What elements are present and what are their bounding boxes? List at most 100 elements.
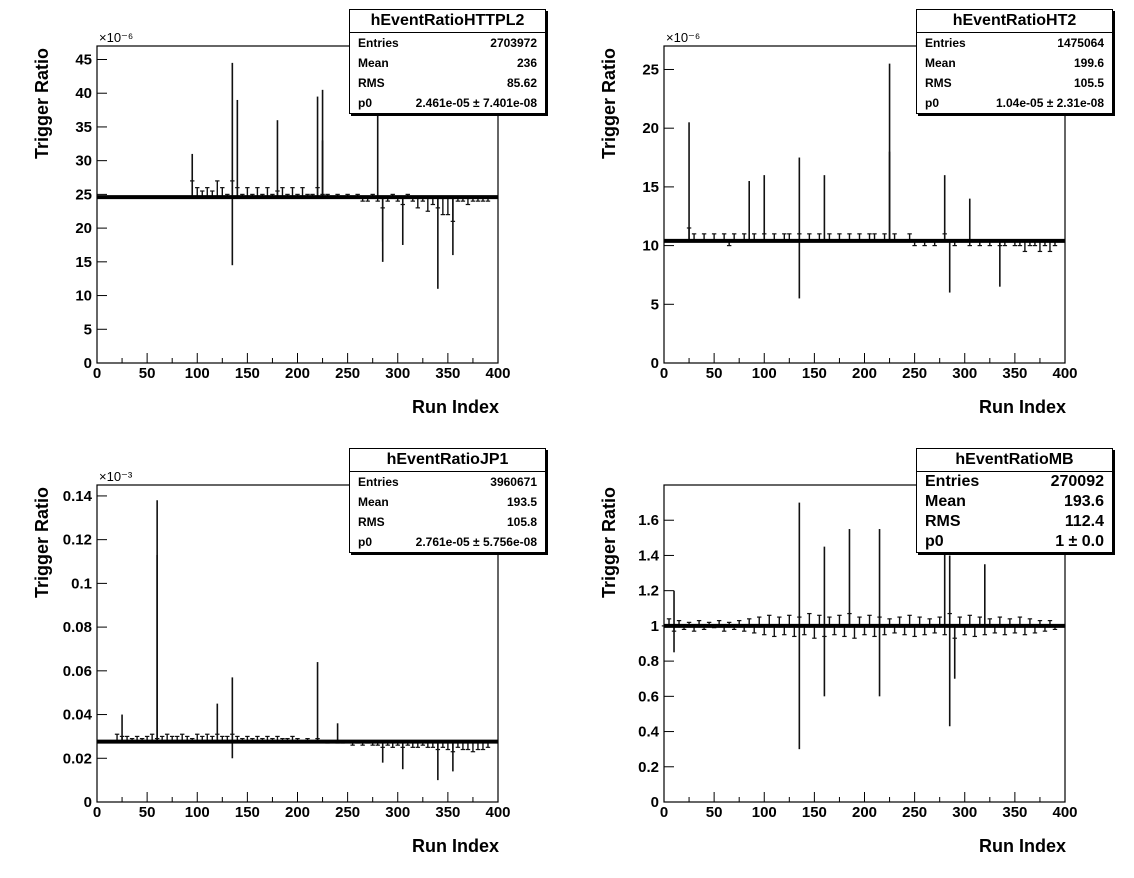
x-tick-label: 0 [93,804,101,821]
stats-row: RMS 85.62 [358,76,537,90]
y-tick-label: 0 [651,794,659,811]
y-tick-label: 1.2 [638,583,659,600]
x-tick-label: 400 [1052,804,1077,821]
stats-row: Entries 1475064 [925,36,1104,50]
stats-box: hEventRatioMB Entries 270092 Mean 193.6 RM… [916,448,1113,553]
y-tick-label: 10 [75,288,92,305]
y-tick-label: 1.6 [638,512,659,529]
stats-box: hEventRatioJP1 Entries 3960671 Mean 193.5 … [349,448,546,553]
chart-jp1: 0 50 100 150 200 250 300 350 400 0 0.02 0.04 0.06 0.0… [32,469,511,856]
stats-row: p0 2.761e-05 ± 5.756e-08 [358,535,537,549]
y-tick-label: 30 [75,153,92,170]
y-tick-label: 15 [642,179,659,196]
y-tick-label: 0.04 [63,707,93,724]
y-tick-label: 15 [75,254,92,271]
y-exponent: ×10⁻⁶ [99,30,133,45]
x-tick-label: 350 [1002,365,1027,382]
stats-row: Entries 3960671 [358,475,537,489]
y-tick-label: 0.06 [63,663,92,680]
x-tick-label: 250 [902,804,927,821]
x-tick-label: 100 [185,804,210,821]
x-tick-label: 300 [952,365,977,382]
x-tick-label: 50 [139,365,156,382]
x-tick-label: 350 [435,365,460,382]
x-axis-title: Run Index [979,397,1066,417]
y-tick-label: 1 [651,618,659,635]
y-tick-label: 1.4 [638,547,660,564]
x-tick-label: 150 [802,804,827,821]
x-tick-label: 0 [660,804,668,821]
y-axis-title: Trigger Ratio [32,487,52,598]
y-tick-label: 0.08 [63,619,92,636]
x-tick-label: 400 [485,804,510,821]
chart-panel-jp1: 0 50 100 150 200 250 300 350 400 0 0.02 0.04 0.06 0.0… [0,439,567,878]
x-tick-label: 100 [752,804,777,821]
x-tick-label: 0 [660,365,668,382]
stats-row: Mean 199.6 [925,56,1104,70]
x-tick-label: 100 [185,365,210,382]
y-exponent: ×10⁻⁶ [666,30,700,45]
x-tick-label: 350 [1002,804,1027,821]
x-axis-title: Run Index [979,836,1066,856]
y-tick-label: 40 [75,85,92,102]
y-tick-label: 20 [75,220,92,237]
y-tick-label: 25 [642,61,659,78]
x-tick-label: 150 [802,365,827,382]
stats-row: Mean 236 [358,56,537,70]
data-series [681,63,1058,299]
y-tick-label: 10 [642,238,659,255]
stats-row: Entries 270092 [925,473,1104,490]
y-axis-title: Trigger Ratio [599,487,619,598]
stats-title: hEventRatioHT2 [917,10,1112,33]
x-tick-label: 400 [1052,365,1077,382]
x-tick-label: 0 [93,365,101,382]
chart-panel-mb: 0 50 100 150 200 250 300 350 400 0 0.2 0.4 0.6 0.8 1 1.… [567,439,1134,878]
y-tick-label: 0 [84,794,92,811]
y-tick-label: 5 [84,321,92,338]
stats-title: hEventRatioHTTPL2 [350,10,545,33]
stats-row: RMS 112.4 [925,513,1104,530]
x-tick-label: 100 [752,365,777,382]
stats-box: hEventRatioHTTPL2 Entries 2703972 Mean 236… [349,9,546,114]
y-tick-label: 0.4 [638,724,660,741]
x-tick-label: 250 [902,365,927,382]
x-axis-title: Run Index [412,397,499,417]
stats-row: Entries 2703972 [358,36,537,50]
y-exponent: ×10⁻³ [99,469,133,484]
x-tick-label: 200 [852,804,877,821]
x-tick-label: 300 [952,804,977,821]
x-tick-label: 50 [706,804,723,821]
y-tick-label: 0.2 [638,759,659,776]
y-tick-label: 0.6 [638,688,659,705]
y-tick-label: 20 [642,120,659,137]
y-tick-label: 45 [75,51,92,68]
y-tick-label: 0.12 [63,532,92,549]
y-tick-label: 35 [75,119,92,136]
chart-panel-ht2: 0 50 100 150 200 250 300 350 400 0 5 10 15 20 25 ×10⁻⁶ R… [567,0,1134,439]
stats-row: RMS 105.5 [925,76,1104,90]
chart-ht2: 0 50 100 150 200 250 300 350 400 0 5 10 15 20 25 ×10⁻⁶ R… [599,30,1078,417]
chart-panel-httpl2: 0 50 100 150 200 250 300 350 400 0 5 10 15 20 25 30 35 40… [0,0,567,439]
x-tick-label: 50 [139,804,156,821]
stats-row: p0 1.04e-05 ± 2.31e-08 [925,96,1104,110]
chart-mb: 0 50 100 150 200 250 300 350 400 0 0.2 0.4 0.6 0.8 1 1.… [599,484,1078,856]
stats-row: p0 2.461e-05 ± 7.401e-08 [358,96,537,110]
x-axis-title: Run Index [412,836,499,856]
chart-httpl2: 0 50 100 150 200 250 300 350 400 0 5 10 15 20 25 30 35 40… [32,30,511,417]
y-tick-label: 5 [651,296,659,313]
y-axis-title: Trigger Ratio [599,48,619,159]
x-tick-label: 250 [335,804,360,821]
x-tick-label: 200 [852,365,877,382]
x-tick-label: 150 [235,365,260,382]
stats-title: hEventRatioJP1 [350,449,545,472]
stats-title: hEventRatioMB [917,449,1112,472]
y-tick-label: 0.14 [63,488,93,505]
x-tick-label: 350 [435,804,460,821]
x-tick-label: 50 [706,365,723,382]
stats-row: Mean 193.6 [925,493,1104,510]
y-axis-title: Trigger Ratio [32,48,52,159]
x-tick-label: 200 [285,804,310,821]
x-tick-label: 150 [235,804,260,821]
y-tick-label: 0 [651,355,659,372]
y-tick-label: 0.02 [63,750,92,767]
